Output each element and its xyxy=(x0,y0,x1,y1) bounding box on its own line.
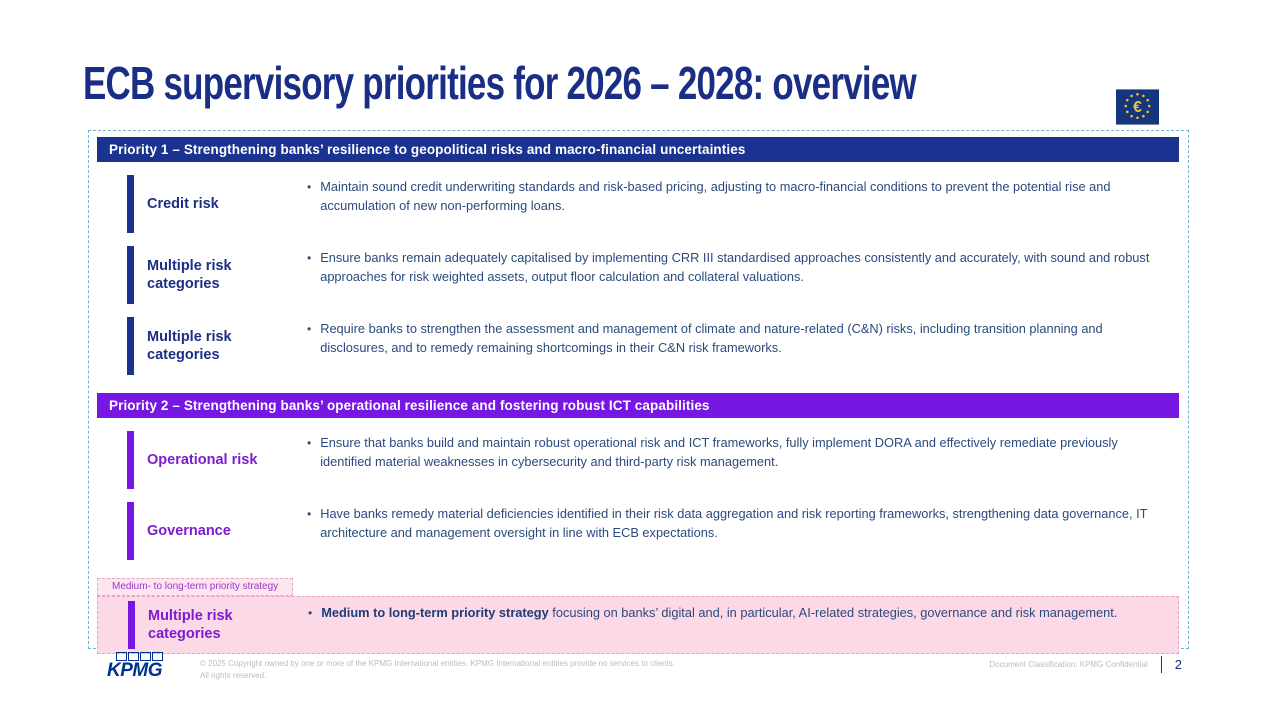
page-title: ECB supervisory priorities for 2026 – 20… xyxy=(83,57,917,109)
row-multiple-risk-1: Multiple risk categories • Ensure banks … xyxy=(97,246,1179,304)
accent-bar xyxy=(127,175,134,233)
row-multiple-risk-3: Multiple risk categories • Medium to lon… xyxy=(97,596,1179,654)
kpmg-logo-boxes xyxy=(116,652,163,661)
bullet-icon: • xyxy=(307,180,312,194)
risk-category-label: Multiple risk categories xyxy=(147,257,232,292)
copyright-line-1: © 2025 Copyright owned by one or more of… xyxy=(200,659,676,668)
risk-category-label: Multiple risk categories xyxy=(148,607,233,642)
priority-1-banner: Priority 1 – Strengthening banks’ resili… xyxy=(97,137,1179,162)
accent-bar xyxy=(127,502,134,560)
risk-category-label: Operational risk xyxy=(147,451,258,468)
bullet-icon: • xyxy=(307,507,312,521)
bullet-text: Ensure that banks build and maintain rob… xyxy=(320,435,1118,469)
bullet-icon: • xyxy=(307,251,312,265)
page-number: 2 xyxy=(1174,657,1182,672)
risk-category-label: Credit risk xyxy=(147,195,219,212)
medium-long-term-tag: Medium- to long-term priority strategy xyxy=(97,578,294,596)
priority-2-banner: Priority 2 – Strengthening banks’ operat… xyxy=(97,393,1179,418)
bullet-text: Medium to long-term priority strategy fo… xyxy=(321,604,1117,649)
bullet-icon: • xyxy=(307,436,312,450)
footer-divider xyxy=(1160,656,1162,673)
row-operational-risk: Operational risk • Ensure that banks bui… xyxy=(97,431,1179,489)
accent-bar xyxy=(128,601,135,649)
bullet-text: Have banks remedy material deficiencies … xyxy=(320,506,1148,540)
bullet-icon: • xyxy=(308,606,313,620)
row-multiple-risk-2: Multiple risk categories • Require banks… xyxy=(97,317,1179,375)
ecb-logo: € xyxy=(1116,89,1159,125)
document-classification: Document Classification: KPMG Confidenti… xyxy=(989,660,1148,669)
bullet-text-rest: focusing on banks’ digital and, in parti… xyxy=(548,605,1118,620)
row-credit-risk: Credit risk • Maintain sound credit unde… xyxy=(97,175,1179,233)
euro-icon: € xyxy=(1133,99,1142,116)
copyright-line-2: All rights reserved. xyxy=(200,671,267,680)
bullet-text: Ensure banks remain adequately capitalis… xyxy=(320,250,1150,284)
accent-bar xyxy=(127,317,134,375)
footer-right: Document Classification: KPMG Confidenti… xyxy=(989,656,1182,673)
kpmg-logo-text: KPMG xyxy=(107,660,163,681)
accent-bar xyxy=(127,431,134,489)
bullet-icon: • xyxy=(307,322,312,336)
bullet-text-bold: Medium to long-term priority strategy xyxy=(321,605,549,620)
copyright-text: © 2025 Copyright owned by one or more of… xyxy=(200,658,720,682)
accent-bar xyxy=(127,246,134,304)
kpmg-logo: KPMG xyxy=(107,652,163,682)
bullet-text: Require banks to strengthen the assessme… xyxy=(320,321,1103,355)
bullet-text: Maintain sound credit underwriting stand… xyxy=(320,179,1111,213)
priorities-board: Priority 1 – Strengthening banks’ resili… xyxy=(88,130,1189,654)
risk-category-label: Multiple risk categories xyxy=(147,328,232,363)
risk-category-label: Governance xyxy=(147,522,231,539)
row-governance: Governance • Have banks remedy material … xyxy=(97,502,1179,560)
medium-long-term-block: Medium- to long-term priority strategy M… xyxy=(97,576,1179,654)
